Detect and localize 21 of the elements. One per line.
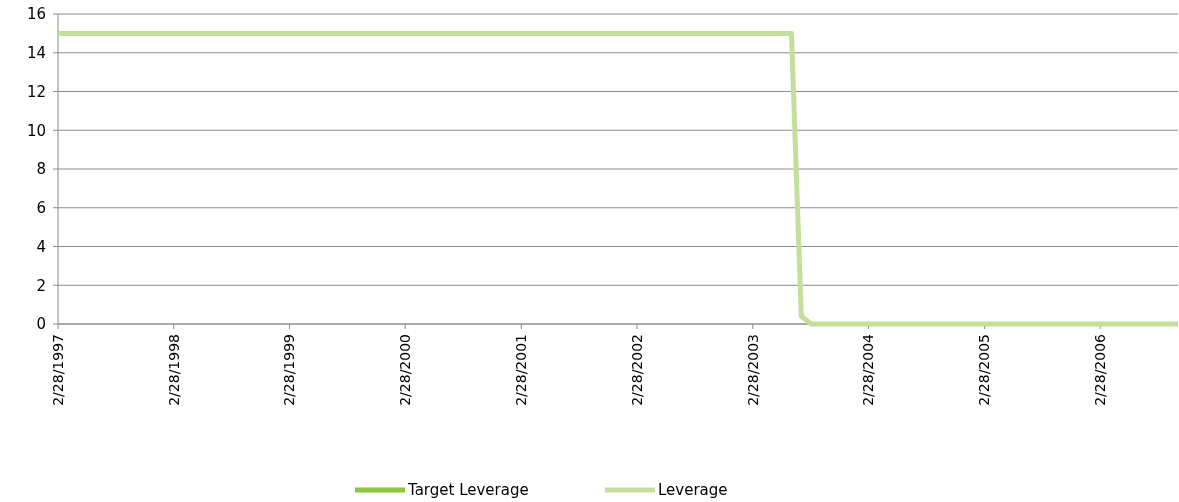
- y-tick-label: 6: [36, 199, 46, 217]
- x-tick-label: 2/28/2002: [628, 334, 645, 406]
- y-tick-label: 4: [36, 237, 46, 256]
- x-tick-label: 2/28/1999: [281, 334, 298, 406]
- y-tick-label: 8: [36, 160, 46, 179]
- x-tick-label: 2/28/2004: [860, 333, 877, 406]
- y-tick-label: 0: [36, 315, 46, 334]
- y-tick-label: 14: [26, 44, 46, 62]
- x-tick-label: 2/28/2001: [513, 334, 530, 406]
- legend-label: Target Leverage: [407, 481, 529, 500]
- y-tick-label: 12: [26, 82, 46, 101]
- x-tick-label: 2/28/1998: [165, 334, 182, 406]
- x-tick-label: 2/28/2006: [1092, 333, 1109, 406]
- x-tick-label: 2/28/2000: [397, 334, 414, 406]
- x-tick-label: 2/28/2003: [744, 334, 761, 406]
- x-tick-label: 2/28/2005: [976, 334, 993, 406]
- y-tick-label: 10: [26, 121, 46, 140]
- y-tick-label: 16: [26, 5, 46, 24]
- legend-label: Leverage: [658, 481, 728, 500]
- x-tick-label: 2/28/1997: [49, 334, 66, 406]
- y-tick-label: 2: [36, 276, 46, 295]
